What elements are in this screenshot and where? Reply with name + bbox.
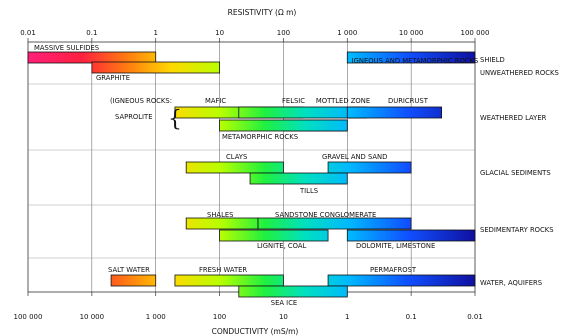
bar-clays: [185, 161, 284, 174]
bottom-tick-label: 100 000: [14, 313, 43, 321]
bar-labels: MASSIVE SULFIDES GRAPHITE IGNEOUS AND ME…: [34, 44, 478, 307]
bar-permafrost: [327, 274, 476, 287]
bar-sandstone-conglomerate: [257, 217, 412, 230]
label-tills: TILLS: [299, 187, 318, 195]
bottom-tick-label: 10: [279, 313, 288, 321]
annotation-igneous-rocks: (IGNEOUS ROCKS:: [110, 97, 172, 105]
category-dividers: [28, 83, 475, 259]
label-graphite: GRAPHITE: [96, 74, 130, 82]
label-duricrust: DURICRUST: [388, 97, 429, 105]
bar-graphite: [91, 61, 220, 74]
bottom-tick-label: 0.1: [406, 313, 417, 321]
label-igneous-metamorphic: IGNEOUS AND METAMORPHIC ROCKS: [352, 57, 479, 65]
category-label-water: WATER, AQUIFERS: [480, 279, 542, 287]
bar-metamorphic-rocks: [219, 119, 348, 132]
bottom-tick-label: 1 000: [146, 313, 166, 321]
category-label-weathered: WEATHERED LAYER: [480, 114, 547, 122]
top-axis-title: RESISTIVITY (Ω m): [228, 8, 297, 17]
bar-salt-water: [110, 274, 157, 287]
label-clays: CLAYS: [226, 153, 247, 161]
bar-tills: [249, 172, 348, 185]
range-bars: [27, 51, 476, 298]
bar-fresh-water: [174, 274, 284, 287]
label-gravel-sand: GRAVEL AND SAND: [322, 153, 387, 161]
label-lignite-coal: LIGNITE, COAL: [257, 242, 307, 250]
label-sandstone: SANDSTONE CONGLOMERATE: [275, 211, 376, 219]
label-shales: SHALES: [207, 211, 233, 219]
bar-shales: [185, 217, 259, 230]
annotation-saprolite: SAPROLITE: [115, 113, 153, 121]
bottom-tick-label: 100: [213, 313, 226, 321]
label-salt-water: SALT WATER: [108, 266, 150, 274]
bar-lignite-coal: [219, 229, 329, 242]
label-sea-ice: SEA ICE: [271, 299, 297, 307]
label-mafic: MAFIC: [205, 97, 226, 105]
bottom-tick-label: 1: [345, 313, 349, 321]
top-tick-label: 100 000: [461, 29, 490, 37]
category-label-shield: SHIELD: [480, 56, 505, 64]
brace-glyph: {: [168, 107, 182, 132]
label-massive-sulfides: MASSIVE SULFIDES: [34, 44, 99, 52]
label-felsic: FELSIC: [282, 97, 305, 105]
bar-gravel-and-sand: [327, 161, 412, 174]
top-axis-ticks: 0.01 0.1 1 10 100 1 000 10 000 100 000: [20, 29, 489, 42]
top-tick-label: 10: [215, 29, 224, 37]
top-tick-label: 1: [153, 29, 157, 37]
bottom-axis-title: CONDUCTIVITY (mS/m): [212, 327, 299, 336]
label-permafrost: PERMAFROST: [370, 266, 417, 274]
bottom-tick-label: 10 000: [80, 313, 105, 321]
category-labels: SHIELD UNWEATHERED ROCKS WEATHERED LAYER…: [480, 56, 559, 287]
bar-sea-ice: [238, 285, 348, 298]
bar-massive-sulfides: [27, 51, 157, 64]
category-label-glacial: GLACIAL SEDIMENTS: [480, 169, 551, 177]
bar-duricrust: [346, 106, 443, 119]
bar-igneous-and-metamorphic-rocks: [346, 51, 476, 64]
bottom-tick-label: 0.01: [467, 313, 483, 321]
top-tick-label: 100: [277, 29, 290, 37]
top-tick-label: 1 000: [337, 29, 357, 37]
top-tick-label: 0.01: [20, 29, 36, 37]
label-fresh-water: FRESH WATER: [199, 266, 247, 274]
label-dolomite: DOLOMITE, LIMESTONE: [356, 242, 435, 250]
category-label-unweathered: UNWEATHERED ROCKS: [480, 69, 559, 77]
top-tick-label: 0.1: [86, 29, 97, 37]
bar-dolomite-limestone: [346, 229, 476, 242]
category-label-sedimentary: SEDIMENTARY ROCKS: [480, 226, 554, 234]
label-metamorphic-rocks: METAMORPHIC ROCKS: [222, 133, 298, 141]
label-mottled-zone: MOTTLED ZONE: [316, 97, 370, 105]
top-tick-label: 10 000: [399, 29, 424, 37]
